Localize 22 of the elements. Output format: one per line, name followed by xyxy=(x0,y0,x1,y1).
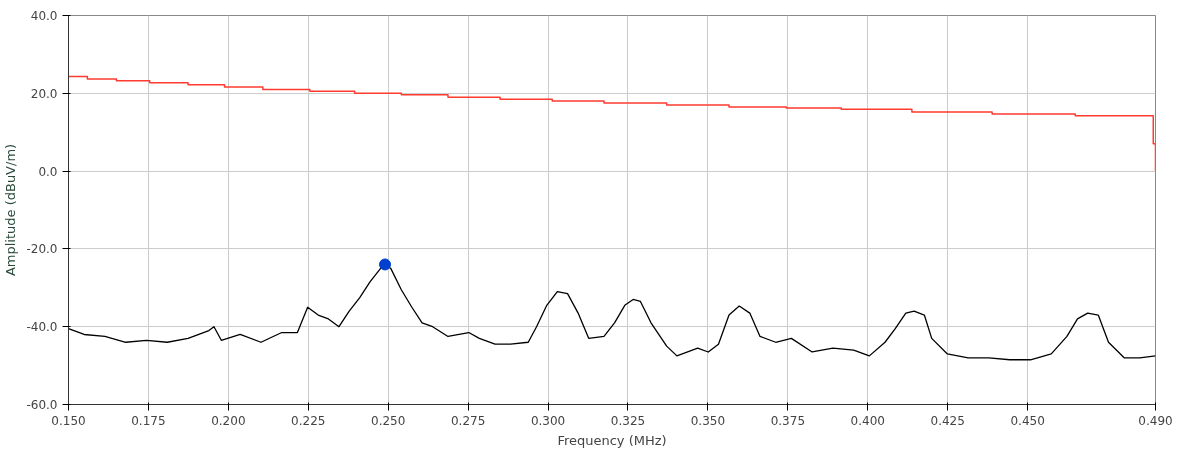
x-tick-label: 0.175 xyxy=(131,413,166,428)
x-tick-label: 0.350 xyxy=(690,413,726,428)
y-tick-label: 0.0 xyxy=(38,164,58,179)
x-tick-label: 0.200 xyxy=(211,413,246,428)
x-tick-label: 0.425 xyxy=(930,413,965,428)
x-tick-label: 0.250 xyxy=(371,413,406,428)
x-tick-label: 0.450 xyxy=(1010,413,1045,428)
y-axis-title: Amplitude (dBuV/m) xyxy=(3,143,19,277)
x-axis-title: Frequency (MHz) xyxy=(557,432,667,448)
y-tick-label: -60.0 xyxy=(26,398,58,412)
x-tick-label: 0.375 xyxy=(770,413,806,428)
y-tick-label: -20.0 xyxy=(26,242,58,257)
x-tick-label: 0.225 xyxy=(291,413,326,428)
x-tick-label: 0.150 xyxy=(51,413,86,428)
x-tick-label: 0.400 xyxy=(850,413,885,428)
y-tick-label: -40.0 xyxy=(26,320,58,335)
x-tick-label: 0.300 xyxy=(530,413,566,428)
x-tick-label: 0.325 xyxy=(610,413,646,428)
x-tick-label: 0.490 xyxy=(1138,413,1173,428)
y-tick-label: 20.0 xyxy=(30,86,58,101)
y-tick-label: 40.0 xyxy=(30,9,58,23)
x-tick-label: 0.275 xyxy=(450,413,486,428)
